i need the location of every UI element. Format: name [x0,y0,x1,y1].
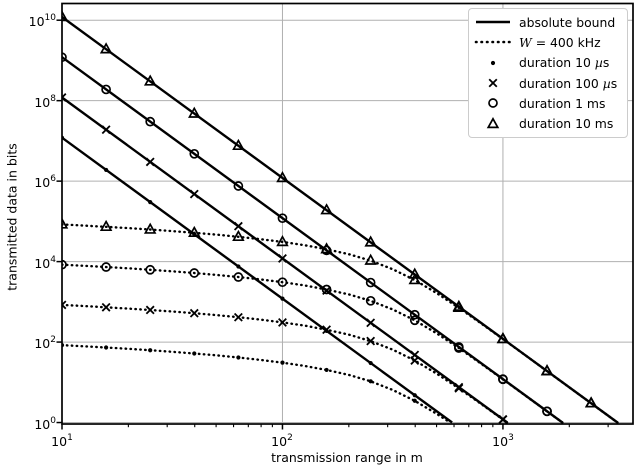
legend-box: absolute bound W = 400 kHz duration 10 µs d… [468,8,628,138]
curve-w-400-khz-duration-10-ms [62,223,619,424]
y-tick-label-1e0: 100 [34,416,56,432]
curve-w-400-khz-duration-10-s [62,343,452,424]
legend-glyph-circle [488,98,498,109]
y-tick-label-1e6: 106 [34,174,56,190]
curve-absolute-bound-duration-10-s [62,136,453,424]
y-tick-label-1e10: 1010 [28,13,56,29]
x-tick-label-1e3: 103 [492,433,514,449]
x-axis-label: transmission range in m [271,450,423,465]
legend-label: duration 10 µs [519,55,610,71]
x-tick-label-1e2: 102 [271,433,293,449]
markers-triangle [62,217,598,408]
series-markers [62,10,598,424]
markers-circle [62,52,552,417]
x-tick-label-1e1: 101 [51,433,73,449]
y-tick-label-1e4: 104 [34,255,56,271]
y-tick-label-1e8: 108 [34,94,56,110]
curve-w-400-khz-duration-100-s [62,303,509,424]
legend-entry: duration 100 µs [473,73,621,93]
legend-entry: W = 400 kHz [473,32,621,52]
markers-dot [62,135,417,398]
legend-label: duration 10 ms [519,116,614,132]
legend-entry: duration 10 µs [473,53,621,73]
legend-glyph-dot [490,60,496,65]
axes-spines [56,2,634,430]
markers-triangle [62,10,598,408]
legend-label: W = 400 kHz [519,34,601,50]
markers-dot [62,343,417,403]
legend-glyph-triangle [486,116,500,129]
y-tick-label-1e2: 102 [34,335,56,351]
curve-w-400-khz-duration-1-ms [62,263,564,424]
legend-label: absolute bound [519,14,616,30]
legend-glyph-x [488,78,498,88]
markers-circle [62,259,552,417]
legend-entry: duration 1 ms [473,93,621,113]
markers-x [62,93,508,424]
legend-entry: absolute bound [473,12,621,32]
legend-glyph-dotted-line [474,41,512,44]
curve-absolute-bound-duration-1-ms [62,56,564,424]
legend-label: duration 1 ms [519,95,606,111]
legend-entry: duration 10 ms [473,114,621,134]
legend-glyph-solid-line [476,20,510,24]
legend-label: duration 100 µs [519,75,618,91]
